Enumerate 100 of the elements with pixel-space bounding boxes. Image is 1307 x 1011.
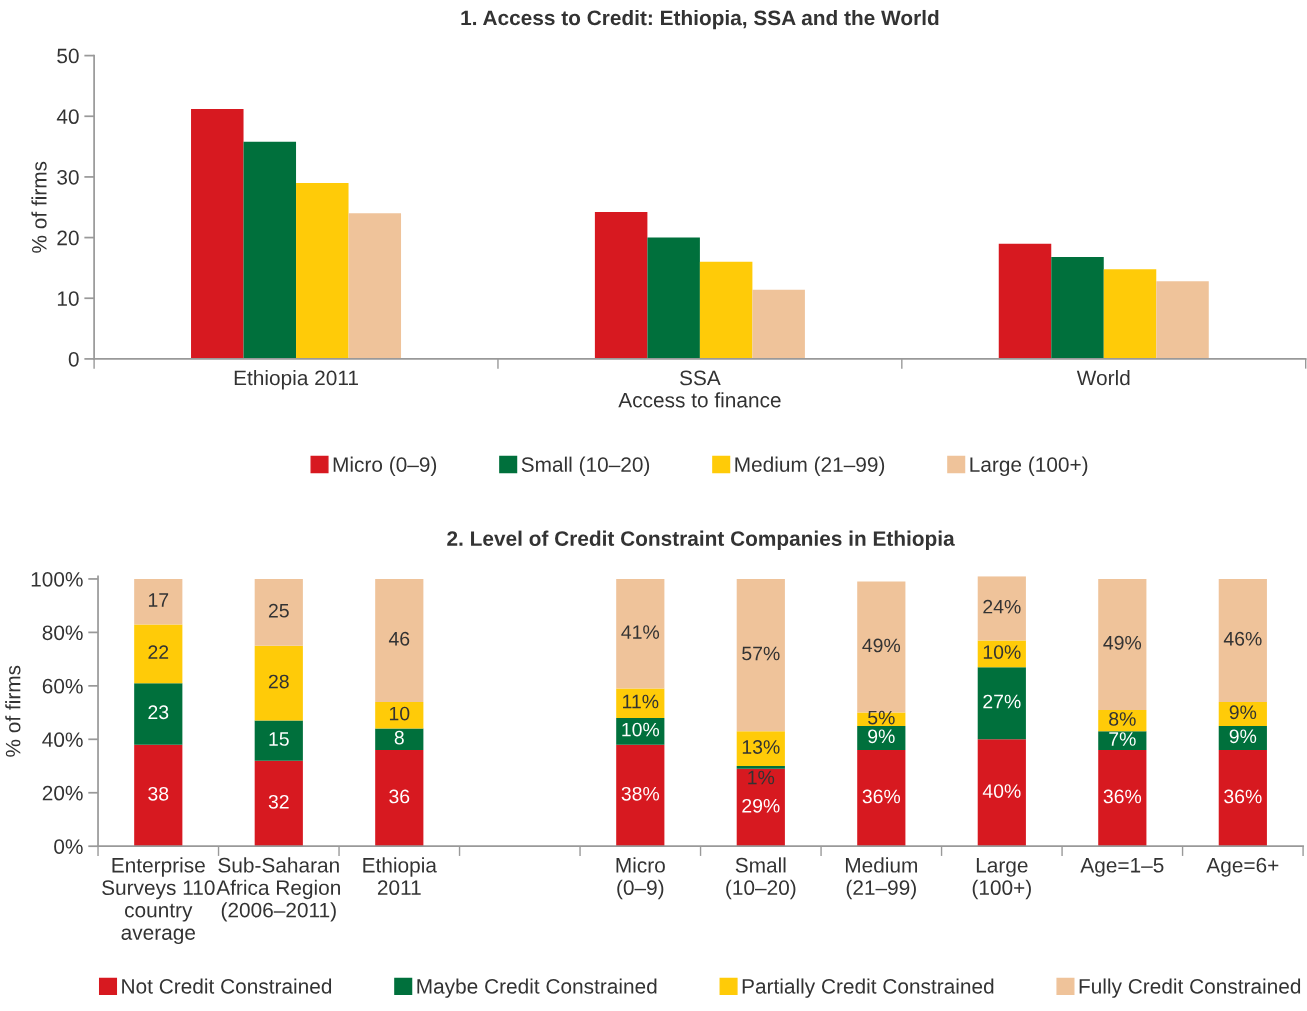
y-tick-label: 40% (42, 732, 83, 748)
data-label: 25 (268, 603, 289, 618)
bar (296, 182, 349, 359)
bar (1098, 578, 1147, 710)
bar (736, 768, 785, 847)
y-tick-label: 50 (57, 48, 79, 64)
data-label: 11% (623, 694, 659, 709)
legend-label: Medium (21–99) (735, 456, 885, 477)
y-tick-label: 20 (57, 230, 79, 246)
y-tick-label: 20% (42, 785, 83, 801)
bar (977, 576, 1026, 641)
data-label: 9% (1229, 705, 1257, 720)
legend-label: Fully Credit Constrained (1079, 978, 1301, 998)
y-tick-label: 0% (54, 839, 83, 854)
bar (375, 749, 424, 847)
data-label: 13% (742, 740, 780, 754)
bar (1051, 257, 1104, 359)
y-tick-label: 0 (68, 351, 79, 367)
x-tick-label: Medium (21–99) (845, 857, 917, 900)
data-label: 49% (1103, 635, 1142, 650)
data-label: 15 (269, 732, 289, 746)
data-label: 7% (1109, 732, 1136, 746)
data-label: 9% (868, 729, 895, 744)
bar (736, 578, 785, 732)
legend-label: Partially Credit Constrained (742, 978, 994, 998)
data-label: 5% (868, 710, 895, 725)
bar (254, 720, 303, 761)
legend-label: Not Credit Constrained (122, 978, 332, 994)
x-tick-label: Micro (0–9) (616, 857, 665, 900)
legend-label: Micro (0–9) (333, 456, 437, 477)
data-label: 49% (862, 638, 901, 653)
bar (594, 212, 648, 359)
x-tick-label: Ethiopia 2011 (363, 857, 437, 896)
y-tick-label: 80% (42, 625, 83, 641)
chart-title: 2. Level of Credit Constraint Companies in Ethiopia (447, 530, 955, 551)
data-label: 10% (983, 645, 1021, 659)
x-tick-label: World (1076, 370, 1130, 386)
legend-label: Large (100+) (970, 456, 1088, 477)
chart-title: 1. Access to Credit: Ethiopia, SSA and the World (461, 9, 939, 30)
data-label: 8 (394, 730, 404, 745)
bar (254, 645, 303, 721)
bar (191, 108, 244, 359)
bar (857, 749, 906, 847)
data-label: 24% (983, 599, 1021, 614)
y-tick-label: 100% (31, 571, 83, 587)
x-axis-title: Access to finance (618, 392, 781, 408)
data-label: 57% (742, 646, 780, 661)
data-label: 32 (268, 794, 289, 809)
bar (699, 261, 753, 359)
bar (977, 667, 1026, 740)
bar (998, 243, 1052, 359)
y-tick-label: 60% (42, 678, 83, 694)
x-tick-label: Age=6+ (1206, 857, 1279, 877)
data-label: 36% (1224, 789, 1262, 804)
bar (375, 578, 424, 702)
bar (736, 731, 785, 767)
y-axis-title: % of firms (31, 161, 47, 253)
bar (616, 744, 665, 847)
legend-label: Small (10–20) (521, 456, 650, 477)
x-tick-label: Ethiopia 2011 (234, 370, 358, 390)
data-label: 36% (862, 789, 901, 804)
data-label: 46% (1223, 631, 1262, 646)
bar (134, 578, 183, 625)
bar (977, 739, 1026, 847)
bar (647, 237, 700, 359)
data-label: 29% (742, 798, 780, 813)
x-tick-label: Sub-Saharan Africa Region (2006–2011) (216, 857, 340, 922)
data-label: 22 (148, 645, 169, 659)
data-label: 9% (1229, 729, 1257, 744)
bar (134, 744, 183, 847)
x-tick-label: Large (100+) (972, 858, 1031, 900)
data-label: 1% (748, 770, 775, 785)
x-tick-label: Small (10–20) (726, 857, 796, 900)
y-axis-title: % of firms (5, 665, 21, 757)
bar (1156, 281, 1209, 359)
bar (134, 683, 183, 745)
x-tick-label: Age=1–5 (1080, 858, 1164, 877)
bar (375, 728, 424, 750)
data-label: 28 (268, 674, 289, 689)
y-tick-label: 40 (56, 109, 79, 125)
data-label: 36 (389, 789, 410, 804)
x-tick-label: Enterprise Surveys 110 country average (102, 857, 215, 945)
data-label: 46 (388, 631, 410, 646)
data-label: 17 (148, 593, 169, 607)
bar (1218, 578, 1267, 702)
bar (375, 701, 424, 729)
data-label: 8% (1109, 712, 1136, 726)
x-tick-label: SSA (680, 370, 721, 386)
legend-label: Maybe Credit Constrained (417, 978, 657, 998)
bar (1218, 749, 1267, 847)
data-label: 36% (1103, 789, 1142, 804)
data-label: 10 (389, 706, 410, 721)
data-label: 40% (982, 784, 1021, 798)
bar (254, 760, 303, 847)
data-label: 38 (148, 786, 169, 801)
bar (752, 289, 805, 359)
bar (134, 624, 183, 684)
data-label: 41% (621, 625, 660, 639)
bar (616, 578, 665, 689)
y-tick-label: 30 (57, 169, 79, 185)
